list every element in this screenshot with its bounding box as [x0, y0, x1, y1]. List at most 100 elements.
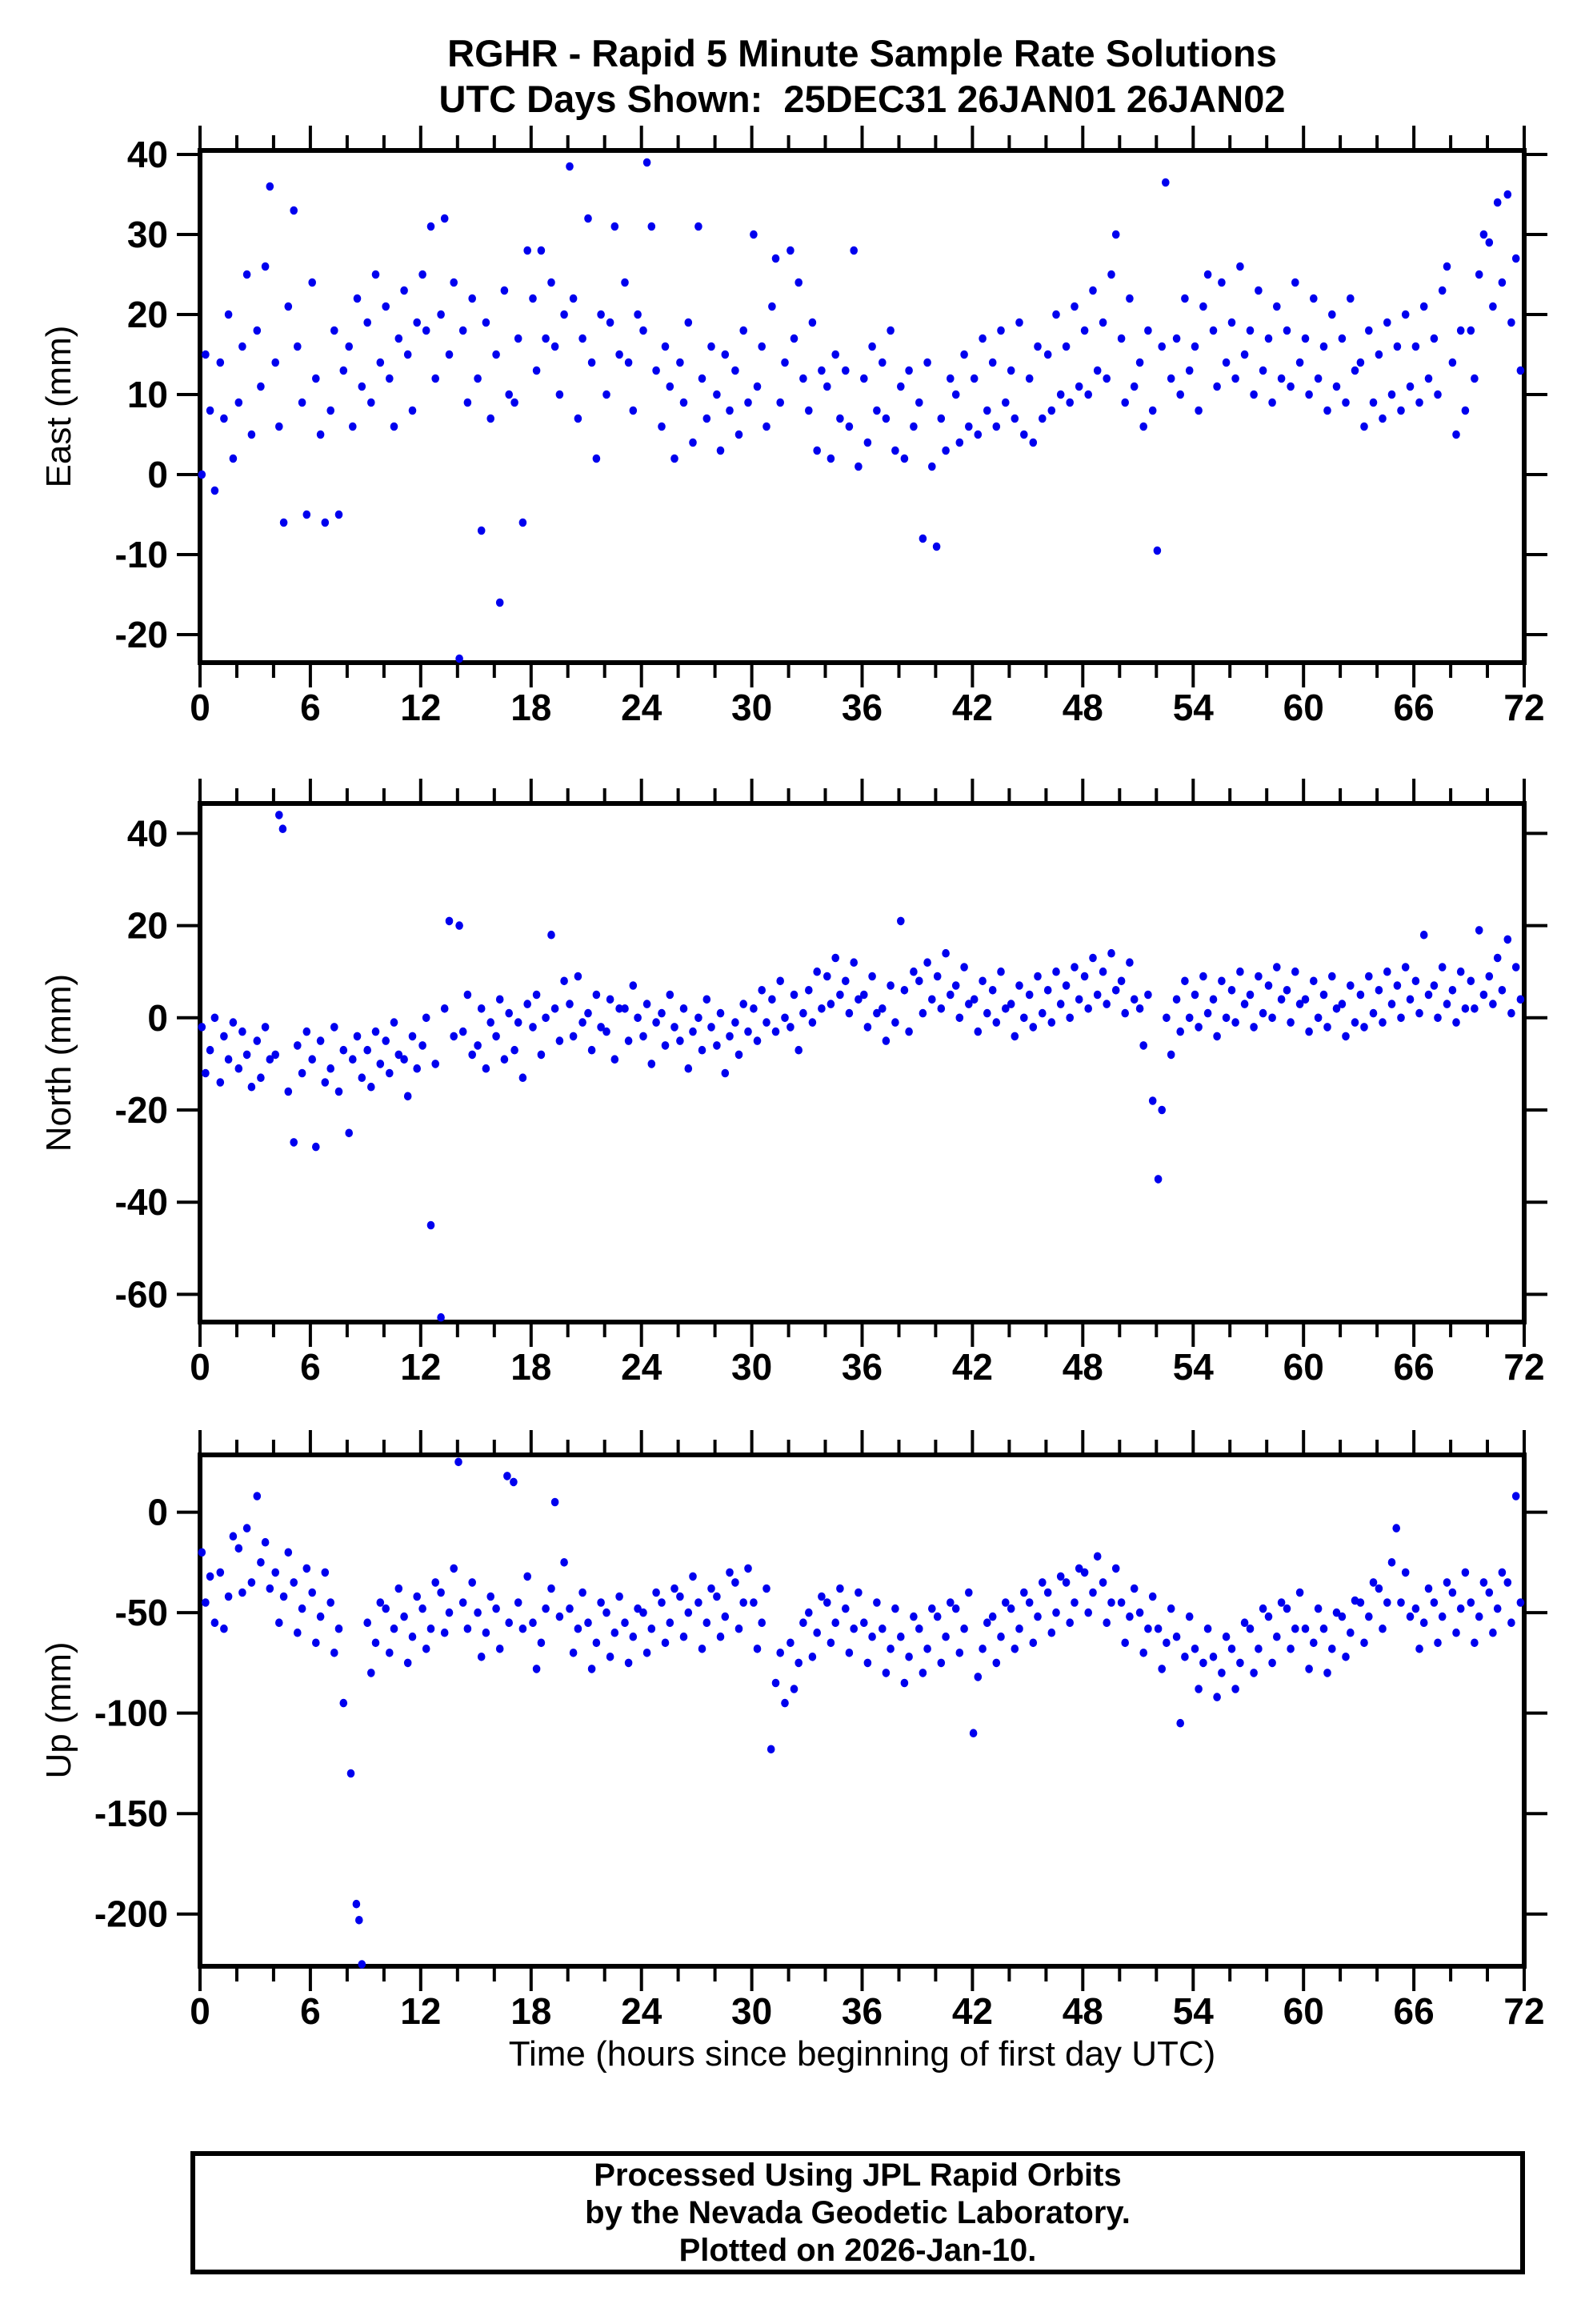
scatter-point — [1071, 963, 1079, 972]
scatter-point — [823, 972, 831, 981]
scatter-point — [574, 1624, 582, 1633]
scatter-point — [1411, 342, 1420, 351]
scatter-point — [1227, 318, 1236, 327]
scatter-point — [1218, 976, 1226, 986]
scatter-point — [652, 1018, 660, 1027]
scatter-point — [413, 318, 421, 327]
scatter-point — [1236, 262, 1244, 271]
scatter-point — [532, 1665, 541, 1673]
y-tick-label: -40 — [115, 1181, 168, 1223]
scatter-point — [1111, 230, 1120, 239]
scatter-point — [836, 414, 844, 423]
scatter-point — [1236, 967, 1244, 976]
scatter-point — [1419, 930, 1428, 940]
scatter-point — [1066, 1013, 1074, 1023]
scatter-point — [523, 1572, 531, 1581]
scatter-point — [1043, 986, 1052, 995]
scatter-point — [1397, 1013, 1405, 1023]
x-tick-label: 24 — [621, 1346, 662, 1388]
y-tick-label: -60 — [115, 1273, 168, 1315]
scatter-point — [1516, 995, 1525, 1004]
scatter-point — [1375, 986, 1383, 995]
scatter-point — [1107, 1598, 1115, 1607]
scatter-point — [266, 182, 274, 191]
scatter-point — [1295, 358, 1304, 367]
x-tick-label: 24 — [621, 1990, 662, 2032]
scatter-point — [547, 1584, 555, 1593]
scatter-point — [1066, 1618, 1074, 1627]
scatter-point — [229, 1532, 238, 1541]
scatter-point — [523, 1000, 531, 1008]
scatter-point — [624, 358, 633, 367]
scatter-point — [1387, 1000, 1396, 1008]
scatter-point — [1264, 1612, 1273, 1621]
scatter-point — [376, 1598, 385, 1607]
scatter-point — [734, 430, 743, 439]
scatter-point — [495, 1645, 504, 1653]
scatter-point — [905, 1027, 913, 1036]
scatter-point — [933, 1612, 942, 1621]
scatter-point — [574, 972, 582, 981]
scatter-point — [868, 972, 876, 981]
scatter-point — [1148, 406, 1157, 415]
footer-line-2: by the Nevada Geodetic Laboratory. — [585, 2194, 1131, 2230]
scatter-point — [1099, 967, 1107, 976]
scatter-point — [229, 1018, 238, 1027]
scatter-point — [316, 430, 325, 439]
scatter-point — [202, 1598, 210, 1607]
scatter-point — [532, 990, 541, 1000]
scatter-point — [500, 1055, 509, 1064]
scatter-point — [676, 1592, 684, 1601]
scatter-point — [1203, 270, 1212, 279]
scatter-point — [1246, 990, 1255, 1000]
scatter-point — [1227, 1645, 1236, 1653]
scatter-point — [1443, 1000, 1451, 1008]
scatter-point — [1167, 374, 1175, 383]
scatter-point — [1323, 1023, 1331, 1032]
scatter-point — [1471, 1638, 1479, 1648]
scatter-point — [1043, 350, 1052, 359]
scatter-point — [202, 1068, 210, 1078]
scatter-point — [1415, 398, 1423, 407]
scatter-point — [1195, 1685, 1203, 1693]
scatter-point — [458, 1598, 467, 1607]
scatter-point — [827, 1638, 835, 1648]
scatter-point — [210, 1013, 219, 1023]
scatter-point — [799, 1618, 807, 1627]
scatter-point — [670, 1023, 678, 1032]
scatter-point — [376, 1060, 385, 1068]
x-tick-label: 6 — [300, 1990, 321, 2032]
scatter-point — [624, 1036, 633, 1045]
scatter-point — [928, 995, 936, 1004]
scatter-point — [610, 1628, 619, 1637]
scatter-point — [707, 1584, 715, 1593]
scatter-point — [463, 1624, 472, 1633]
east-points — [198, 158, 1525, 663]
scatter-point — [887, 1645, 895, 1653]
y-tick-label: -200 — [94, 1893, 168, 1935]
scatter-point — [1185, 1013, 1194, 1023]
scatter-point — [238, 1588, 246, 1597]
scatter-point — [762, 1018, 770, 1027]
scatter-point — [257, 1073, 265, 1082]
scatter-point — [242, 1050, 251, 1060]
scatter-point — [206, 1045, 214, 1055]
scatter-point — [1084, 1608, 1092, 1617]
scatter-point — [1479, 1578, 1488, 1587]
scatter-point — [1475, 1612, 1483, 1621]
scatter-point — [1493, 1604, 1502, 1613]
scatter-point — [468, 294, 476, 303]
scatter-point — [905, 366, 913, 375]
scatter-point — [334, 510, 343, 519]
x-tick-label: 42 — [952, 1346, 993, 1388]
scatter-point — [422, 1013, 430, 1023]
scatter-point — [1332, 1004, 1341, 1013]
scatter-point — [371, 1638, 380, 1648]
scatter-point — [294, 1041, 302, 1050]
scatter-point — [1135, 358, 1144, 367]
scatter-point — [602, 390, 610, 399]
scatter-point — [831, 953, 839, 963]
scatter-point — [234, 1544, 243, 1553]
scatter-point — [339, 1045, 348, 1055]
scatter-point — [955, 1649, 964, 1657]
